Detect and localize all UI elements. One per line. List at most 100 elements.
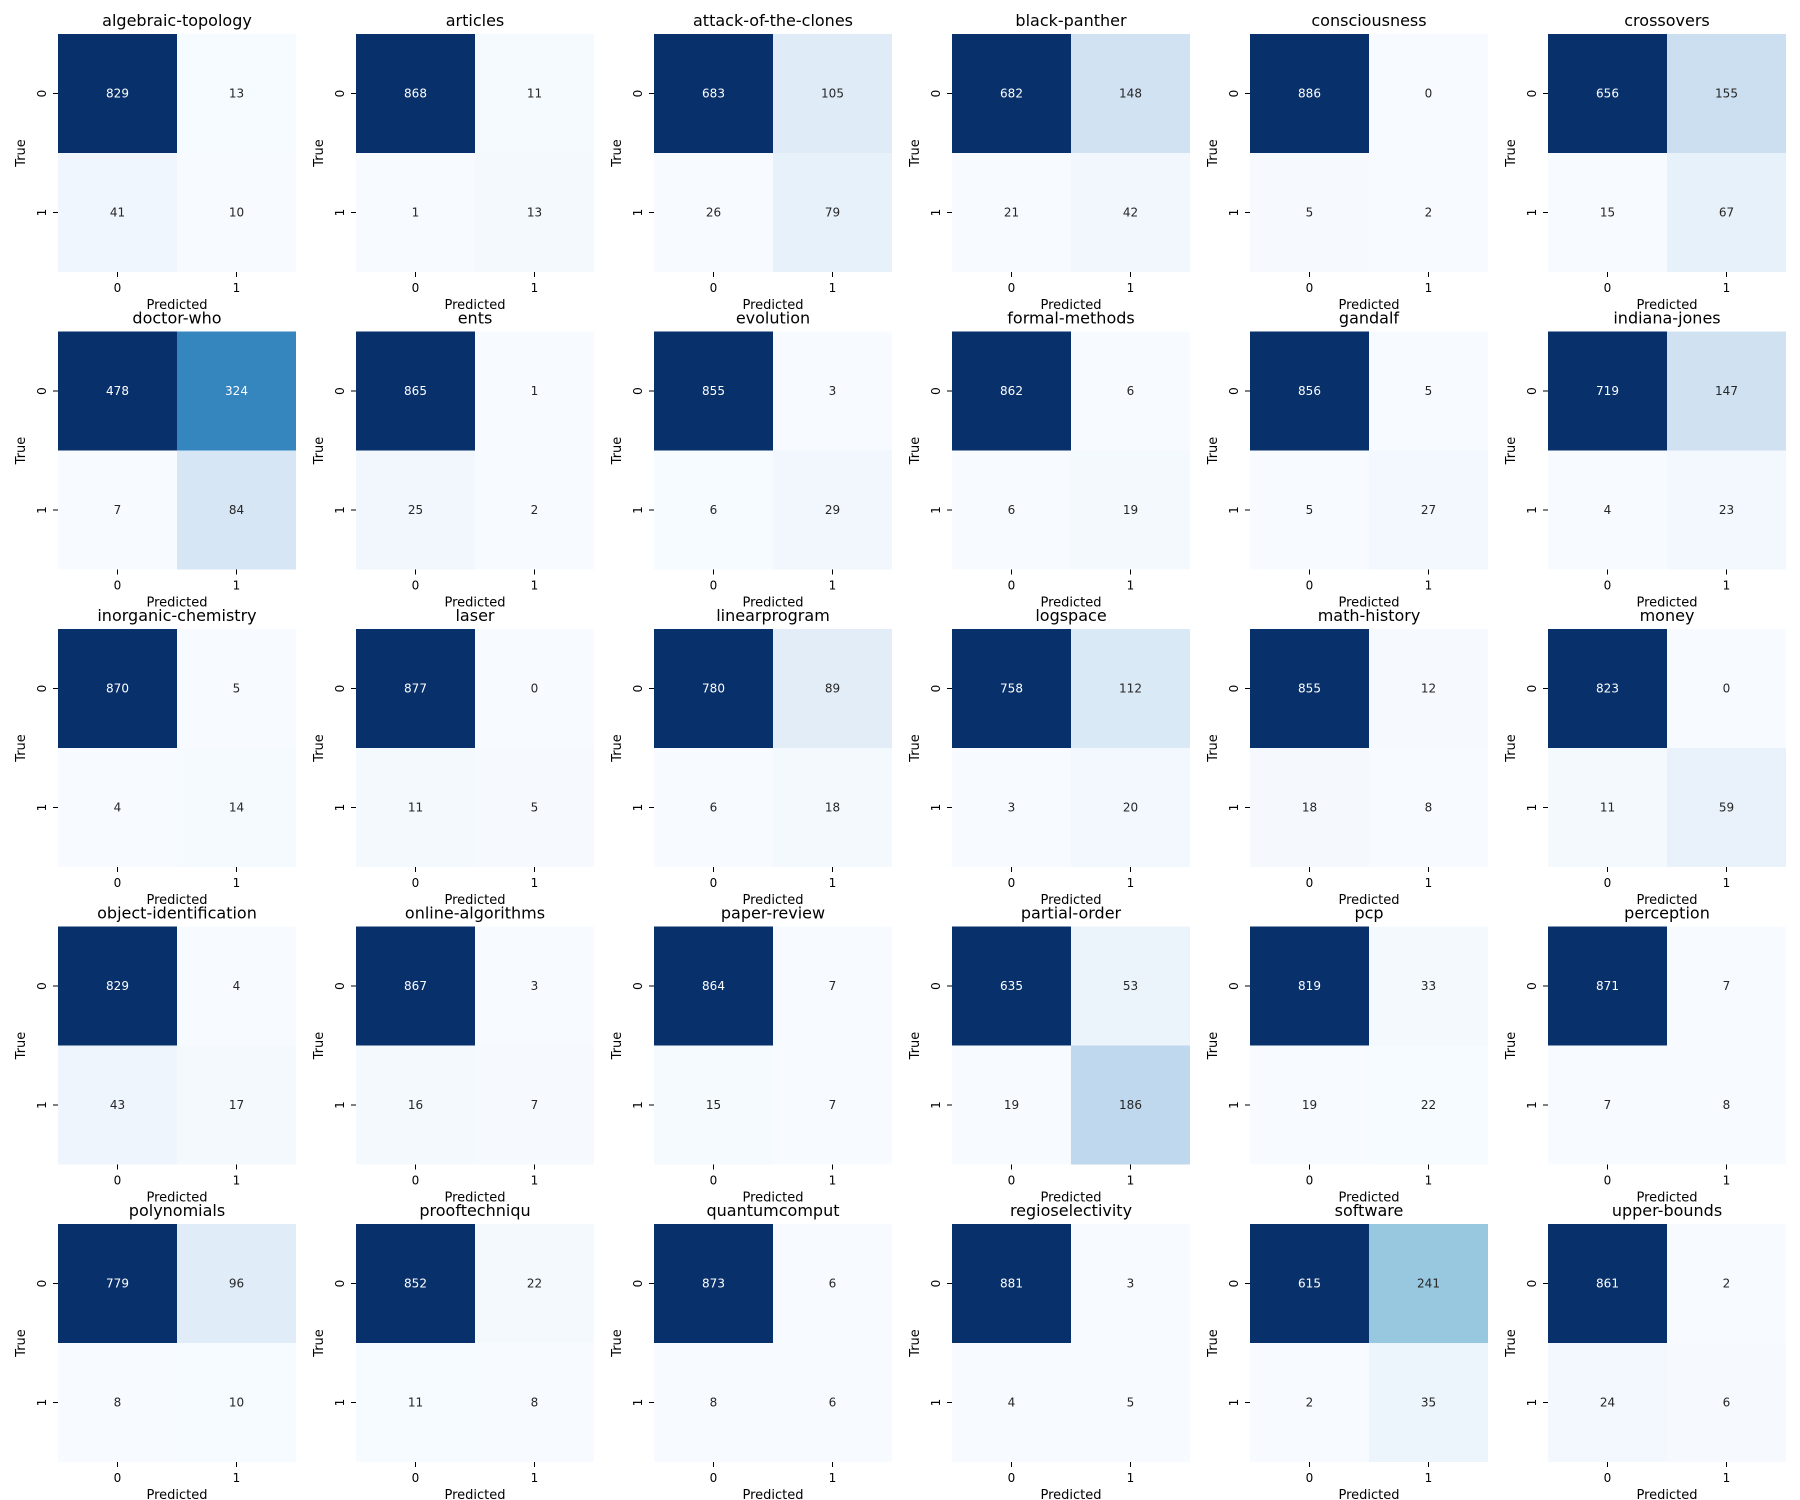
x-tick-label: 0	[412, 281, 420, 295]
heatmap-cell	[1667, 1343, 1786, 1462]
cell-value-label: 6	[710, 503, 718, 517]
heatmap-cell	[1369, 748, 1488, 867]
x-axis-label: Predicted	[444, 893, 505, 908]
x-tick-label: 1	[829, 1471, 837, 1485]
heatmap-cell	[58, 1045, 177, 1165]
cell-value-label: 16	[408, 1098, 423, 1112]
x-axis-label: Predicted	[742, 596, 803, 611]
y-tick-label: 0	[1525, 1280, 1539, 1288]
x-axis-label: Predicted	[1040, 596, 1101, 611]
y-tick-label: 0	[333, 685, 347, 693]
x-tick-label: 0	[412, 1174, 420, 1188]
subplot-title: crossovers	[1624, 11, 1710, 30]
heatmap-cell	[773, 153, 892, 272]
cell-value-label: 829	[106, 87, 129, 101]
x-tick-label: 0	[1306, 1174, 1314, 1188]
cell-value-label: 3	[1127, 1277, 1135, 1291]
confusion-matrix-gandalf: 856 5 5 27 gandalf 0 1 0 1 Predicted True	[1206, 309, 1488, 611]
cell-value-label: 7	[114, 503, 122, 517]
subplot-title: perception	[1624, 904, 1710, 923]
x-tick-label: 1	[233, 1471, 241, 1485]
y-tick-label: 0	[1525, 90, 1539, 98]
heatmap-cell	[1369, 1045, 1488, 1165]
cell-value-label: 6	[1127, 384, 1135, 398]
cell-value-label: 3	[829, 384, 837, 398]
x-axis-label: Predicted	[146, 596, 207, 611]
heatmap-cell	[58, 450, 177, 570]
confusion-matrix-upper-bounds: 861 2 24 6 upper-bounds 0 1 0 1 Predicted True	[1504, 1201, 1786, 1500]
cell-value-label: 2	[1723, 1277, 1731, 1291]
x-axis-label: Predicted	[1040, 893, 1101, 908]
cell-value-label: 105	[821, 87, 844, 101]
x-axis-label: Predicted	[1338, 1191, 1399, 1206]
y-tick-label: 1	[1227, 1101, 1241, 1109]
cell-value-label: 29	[825, 503, 840, 517]
cell-value-label: 0	[1723, 682, 1731, 696]
y-tick-label: 0	[631, 90, 645, 98]
heatmap-cell	[654, 1224, 773, 1343]
cell-value-label: 11	[408, 801, 423, 815]
y-tick-label: 0	[929, 90, 943, 98]
x-tick-label: 0	[1008, 579, 1016, 593]
x-axis-label: Predicted	[1636, 596, 1697, 611]
cell-value-label: 24	[1600, 1396, 1615, 1410]
subplot-title: prooftechniqu	[419, 1201, 530, 1220]
confusion-matrix-attack-of-the-clones: 683 105 26 79 attack-of-the-clones 0 1 0 1 Predic…	[610, 11, 892, 313]
cell-value-label: 7	[1604, 1098, 1612, 1112]
cell-value-label: 865	[404, 384, 427, 398]
y-axis-label: True	[1206, 734, 1221, 763]
heatmap-cell	[1071, 1224, 1190, 1343]
heatmap-cell	[952, 1224, 1071, 1343]
x-axis-label: Predicted	[1040, 1191, 1101, 1206]
y-tick-label: 1	[1525, 209, 1539, 217]
heatmap-cell	[654, 153, 773, 272]
subplot-title: linearprogram	[716, 606, 830, 625]
x-tick-label: 1	[1425, 876, 1433, 890]
confusion-matrix-indiana-jones: 719 147 4 23 indiana-jones 0 1 0 1 Predicted True	[1504, 309, 1786, 611]
heatmap-cell	[356, 34, 475, 153]
heatmap-cell	[952, 34, 1071, 153]
heatmap-cell	[654, 748, 773, 867]
x-axis-label: Predicted	[1338, 596, 1399, 611]
x-tick-label: 0	[710, 1174, 718, 1188]
x-tick-label: 0	[114, 281, 122, 295]
x-tick-label: 0	[1306, 579, 1314, 593]
heatmap-cell	[475, 748, 594, 867]
y-axis-label: True	[312, 734, 327, 763]
cell-value-label: 18	[825, 801, 840, 815]
heatmap-cell	[1369, 331, 1488, 451]
heatmap-cell	[1250, 331, 1369, 451]
y-tick-label: 1	[929, 1399, 943, 1407]
heatmap-cell	[58, 34, 177, 153]
y-tick-label: 0	[35, 90, 49, 98]
cell-value-label: 886	[1298, 87, 1321, 101]
cell-value-label: 5	[1306, 206, 1314, 220]
cell-value-label: 23	[1719, 503, 1734, 517]
subplot-title: logspace	[1035, 606, 1106, 625]
cell-value-label: 862	[1000, 384, 1023, 398]
y-axis-label: True	[610, 1329, 625, 1358]
x-tick-label: 0	[1604, 281, 1612, 295]
x-tick-label: 0	[710, 876, 718, 890]
y-tick-label: 0	[1525, 982, 1539, 990]
heatmap-cell	[773, 34, 892, 153]
cell-value-label: 871	[1596, 979, 1619, 993]
heatmap-cell	[177, 1045, 296, 1165]
subplot-title: doctor-who	[132, 309, 221, 328]
cell-value-label: 780	[702, 682, 725, 696]
heatmap-cell	[952, 629, 1071, 748]
heatmap-cell	[475, 1045, 594, 1165]
y-axis-label: True	[1504, 1032, 1519, 1061]
y-axis-label: True	[14, 437, 29, 466]
y-axis-label: True	[14, 734, 29, 763]
x-axis-label: Predicted	[1338, 1488, 1399, 1500]
y-axis-label: True	[610, 437, 625, 466]
heatmap-cell	[1369, 1343, 1488, 1462]
cell-value-label: 6	[1008, 503, 1016, 517]
subplot-title: consciousness	[1311, 11, 1426, 30]
cell-value-label: 867	[404, 979, 427, 993]
x-tick-label: 1	[531, 1174, 539, 1188]
cell-value-label: 683	[702, 87, 725, 101]
heatmap-cell	[1071, 748, 1190, 867]
